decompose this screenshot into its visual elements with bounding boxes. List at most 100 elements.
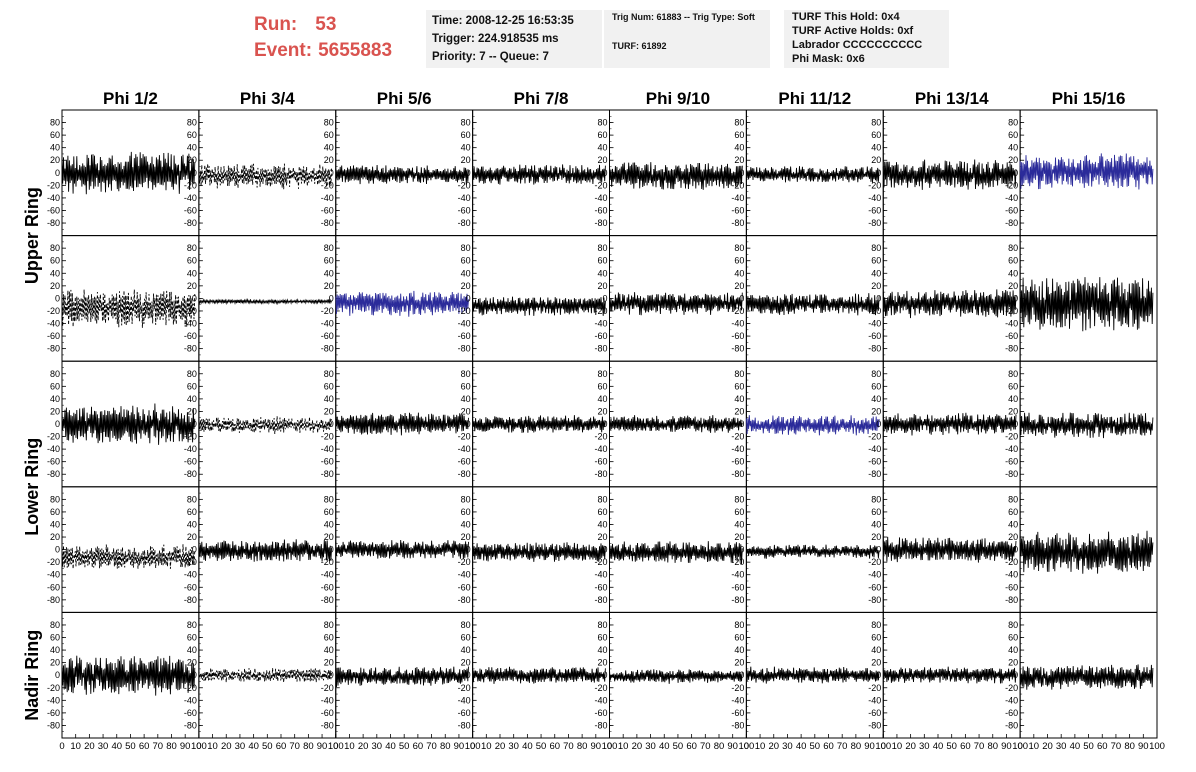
y-tick-label: -60 (184, 582, 197, 592)
y-tick-label: -20 (458, 432, 471, 442)
y-tick-label: -20 (594, 557, 607, 567)
panel-frame (609, 235, 747, 362)
panel-frame (61, 486, 200, 613)
y-tick-label: -80 (731, 469, 744, 479)
y-tick-label: -20 (868, 180, 881, 190)
y-tick-label: -20 (594, 683, 607, 693)
x-tick-label: 40 (111, 741, 122, 752)
y-tick-label: 20 (461, 281, 471, 291)
y-tick-label: 40 (461, 143, 471, 153)
trig-num-text: Trig Num: 61883 -- Trig Type: Soft (612, 12, 755, 22)
y-tick-label: -40 (184, 570, 197, 580)
x-tick-label: 40 (385, 741, 396, 752)
x-tick-label: 60 (549, 741, 560, 752)
y-tick-label: -80 (458, 344, 471, 354)
y-tick-label: -80 (1005, 469, 1018, 479)
y-tick-label: -40 (594, 193, 607, 203)
y-tick-label: 20 (597, 406, 607, 416)
y-tick-label: 40 (597, 645, 607, 655)
waveform-trace (335, 666, 469, 688)
column-title: Phi 5/6 (377, 89, 432, 108)
y-tick-label: 20 (734, 406, 744, 416)
x-tick-label: 0 (470, 741, 475, 752)
x-tick-label: 50 (399, 741, 410, 752)
y-tick-label: -80 (458, 218, 471, 228)
y-tick-label: -80 (868, 469, 881, 479)
column-title: Phi 3/4 (240, 89, 295, 108)
waveform-trace (882, 412, 1017, 436)
y-tick-label: 40 (597, 519, 607, 529)
y-tick-label: -40 (731, 444, 744, 454)
y-tick-label: 0 (466, 545, 471, 555)
y-tick-label: 40 (871, 645, 881, 655)
y-tick-label: -80 (184, 469, 197, 479)
y-tick-label: -80 (321, 469, 334, 479)
y-tick-label: 0 (192, 419, 197, 429)
y-tick-label: 20 (1008, 532, 1018, 542)
y-tick-label: 60 (187, 381, 197, 391)
waveform-panel: 80 60 40 20 0 -20 -40 -60 -80 (458, 360, 610, 488)
y-tick-label: -80 (731, 720, 744, 730)
y-tick-label: 0 (739, 545, 744, 555)
y-tick-label: 20 (734, 532, 744, 542)
x-tick-label: 60 (823, 741, 834, 752)
y-tick-label: 20 (324, 658, 334, 668)
y-tick-label: 40 (461, 519, 471, 529)
waveform-panel: 80 60 40 20 0 -20 -40 -60 -80 (594, 360, 747, 488)
y-tick-label: -80 (321, 218, 334, 228)
x-tick-label: 80 (987, 741, 998, 752)
y-tick-label: 20 (461, 658, 471, 668)
y-tick-label: 20 (1008, 406, 1018, 416)
y-tick-label: -20 (184, 306, 197, 316)
x-tick-label: 80 (851, 741, 862, 752)
y-tick-label: 20 (1008, 155, 1018, 165)
priority-text: Priority: 7 -- Queue: 7 (432, 51, 549, 63)
y-tick-label: -60 (731, 582, 744, 592)
x-tick-label: 50 (262, 741, 273, 752)
y-tick-label: 60 (324, 381, 334, 391)
y-tick-label: 80 (871, 243, 881, 253)
y-tick-label: 60 (324, 256, 334, 266)
y-tick-label: 0 (1013, 670, 1018, 680)
x-tick-label: 100 (1149, 741, 1165, 752)
waveform-trace (609, 669, 743, 684)
y-tick-label: -80 (47, 469, 60, 479)
y-tick-label: 80 (871, 118, 881, 128)
y-tick-label: -40 (1005, 193, 1018, 203)
x-tick-label: 40 (796, 741, 807, 752)
time-info-box: Time: 2008-12-25 16:53:35 Trigger: 224.9… (426, 10, 602, 68)
y-tick-label: 20 (324, 406, 334, 416)
y-tick-label: -60 (184, 205, 197, 215)
column-title: Phi 11/12 (778, 89, 851, 108)
y-tick-label: -80 (1005, 218, 1018, 228)
ring-label: Nadir Ring (22, 630, 42, 721)
x-tick-label: 80 (303, 741, 314, 752)
y-tick-label: 20 (187, 281, 197, 291)
x-tick-label: 50 (1083, 741, 1094, 752)
x-tick-label: 60 (276, 741, 287, 752)
y-tick-label: -60 (47, 205, 60, 215)
y-tick-label: -40 (321, 695, 334, 705)
waveform-trace (882, 159, 1017, 190)
x-tick-label: 60 (686, 741, 697, 752)
y-tick-label: 20 (1008, 658, 1018, 668)
y-tick-label: -20 (47, 180, 60, 190)
y-tick-label: -60 (868, 331, 881, 341)
y-tick-label: -40 (594, 570, 607, 580)
y-tick-label: 0 (602, 419, 607, 429)
y-tick-label: 20 (734, 658, 744, 668)
x-tick-label: 70 (563, 741, 574, 752)
y-tick-label: -80 (47, 344, 60, 354)
y-tick-label: -60 (868, 582, 881, 592)
y-tick-label: 0 (876, 545, 881, 555)
y-tick-label: 20 (597, 281, 607, 291)
waveform-panel: 80 60 40 20 0 -20 -40 -60 -80 (321, 611, 474, 739)
turf-info-box: TURF This Hold: 0x4 TURF Active Holds: 0… (784, 10, 949, 68)
y-tick-label: 40 (734, 268, 744, 278)
waveform-trace (61, 655, 196, 696)
y-tick-label: 80 (1008, 494, 1018, 504)
event-value: 5655883 (318, 40, 393, 61)
waveform-trace (609, 415, 743, 433)
y-tick-label: 60 (597, 381, 607, 391)
